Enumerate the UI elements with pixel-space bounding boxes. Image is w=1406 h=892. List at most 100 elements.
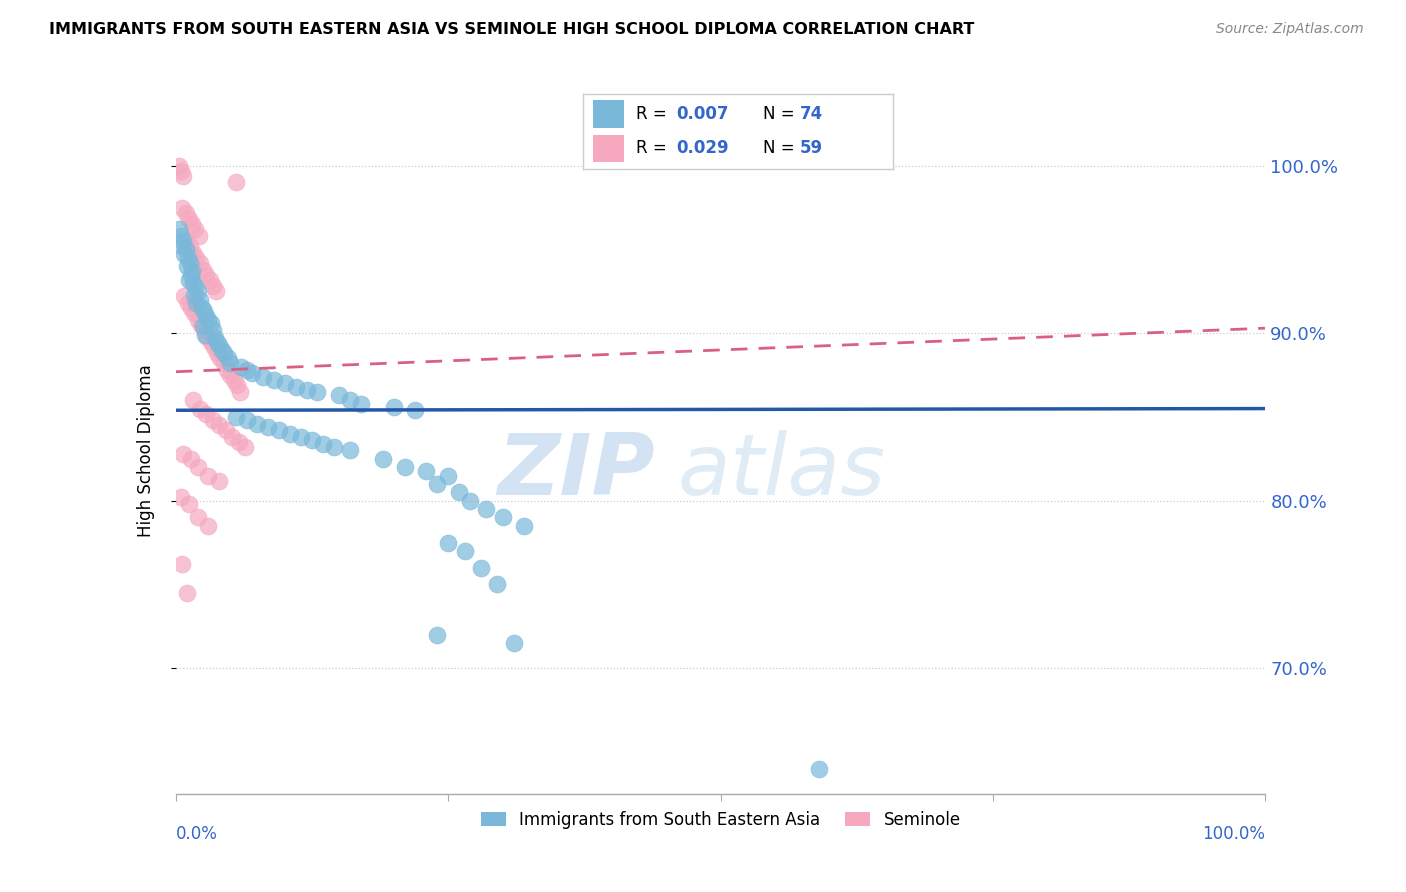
Point [235,363,257,377]
Point [183,306,205,320]
Point [208,474,231,488]
Point [394,460,416,475]
Point [486,577,509,591]
Point [172,234,194,248]
Point [204,331,226,345]
Point [274,376,297,391]
Point [167,159,190,173]
Point [197,468,219,483]
Point [177,212,200,227]
Point [172,239,194,253]
Point [219,368,242,382]
Point [174,243,197,257]
Point [212,346,235,360]
Y-axis label: High School Diploma: High School Diploma [136,364,155,537]
Point [225,378,247,392]
Point [200,316,222,330]
Point [252,369,274,384]
Point [246,417,269,431]
Text: atlas: atlas [678,430,884,513]
Point [198,272,221,286]
Text: 0.0%: 0.0% [176,825,218,843]
Point [312,436,335,450]
Point [328,388,350,402]
Point [492,510,515,524]
Point [180,268,202,282]
Point [172,169,194,183]
Point [172,558,194,572]
Point [205,346,228,360]
Point [186,285,209,299]
Point [205,334,228,349]
Point [502,636,524,650]
Point [176,259,198,273]
Point [184,279,207,293]
Point [183,287,205,301]
Point [170,163,193,178]
Bar [593,101,624,128]
Point [181,245,204,260]
Point [371,451,394,466]
Point [322,440,344,454]
Point [179,239,201,253]
Point [187,229,209,244]
Point [177,272,200,286]
Point [188,256,211,270]
Point [188,401,211,416]
Point [229,384,252,399]
Point [179,256,201,270]
Point [228,435,250,450]
Point [807,762,830,776]
Point [191,262,214,277]
Point [173,247,195,261]
Point [188,293,211,307]
Text: ZIP: ZIP [498,430,655,513]
Text: 0.029: 0.029 [676,139,728,157]
Point [193,304,215,318]
Point [350,396,373,410]
Point [447,485,470,500]
Point [170,491,193,505]
Legend: Immigrants from South Eastern Asia, Seminole: Immigrants from South Eastern Asia, Semi… [472,803,969,837]
Point [195,310,218,324]
Point [235,440,257,454]
Point [225,176,247,190]
Point [200,334,222,349]
Text: N =: N = [763,139,800,157]
Point [212,356,235,370]
Point [225,409,247,424]
Point [176,586,198,600]
Point [181,217,204,231]
Point [284,380,307,394]
Point [240,367,263,381]
Point [235,413,257,427]
Point [269,423,291,437]
Point [513,519,536,533]
Point [195,268,218,282]
Point [470,560,492,574]
Point [176,234,198,248]
Point [278,426,301,441]
Point [231,359,253,374]
Point [173,289,195,303]
Point [382,400,405,414]
Point [201,323,224,337]
Text: Source: ZipAtlas.com: Source: ZipAtlas.com [1216,22,1364,37]
Point [177,296,200,310]
Point [177,251,200,265]
Point [186,510,209,524]
Text: 74: 74 [800,105,824,123]
Point [339,393,361,408]
Text: 59: 59 [800,139,823,157]
Point [186,251,208,265]
Point [201,279,224,293]
Point [197,313,219,327]
Point [191,319,214,334]
Point [437,535,460,549]
Point [202,340,225,354]
Point [180,451,202,466]
Point [426,628,449,642]
Point [167,222,190,236]
Point [475,502,498,516]
Point [211,343,233,357]
